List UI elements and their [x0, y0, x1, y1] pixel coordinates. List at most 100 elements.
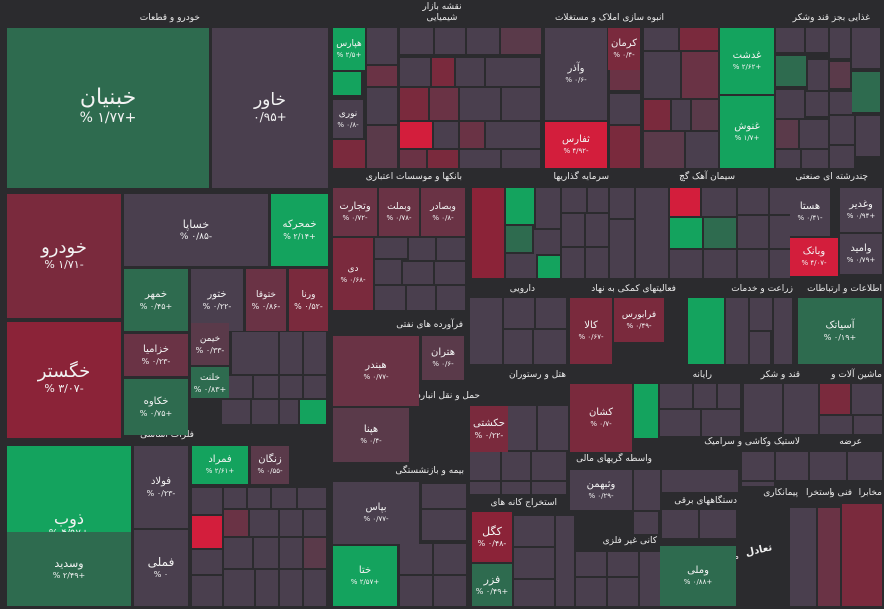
stock-tile[interactable]: [407, 286, 435, 310]
stock-tile[interactable]: [634, 384, 658, 438]
stock-tile[interactable]: [422, 484, 466, 508]
stock-tile[interactable]: [702, 188, 736, 216]
stock-tile[interactable]: [806, 92, 828, 116]
stock-tile[interactable]: [248, 488, 270, 508]
stock-tile[interactable]: [806, 28, 828, 52]
stock-tile[interactable]: وآذر -۰/۶ %: [545, 28, 607, 120]
stock-tile[interactable]: [680, 28, 718, 50]
stock-tile[interactable]: [744, 384, 782, 432]
stock-tile[interactable]: کگل -۰/۴۸ %: [472, 512, 512, 562]
stock-tile[interactable]: وملی +۰/۸۸ %: [660, 546, 736, 606]
stock-tile[interactable]: [634, 512, 658, 534]
stock-tile[interactable]: [818, 508, 840, 606]
stock-tile[interactable]: وبصادر -۰/۸ %: [421, 188, 465, 236]
stock-tile[interactable]: [852, 28, 880, 68]
stock-tile[interactable]: [556, 516, 574, 606]
stock-tile[interactable]: [576, 552, 606, 576]
stock-tile[interactable]: [670, 250, 702, 278]
stock-tile[interactable]: حکشتی -۰/۲۲ %: [470, 406, 508, 452]
stock-tile[interactable]: [506, 406, 536, 450]
stock-tile[interactable]: غنوش +۱/۷ %: [720, 96, 774, 168]
stock-tile[interactable]: [538, 256, 560, 278]
stock-tile[interactable]: فمراد +۲/۶۱ %: [192, 446, 248, 484]
stock-tile[interactable]: [434, 576, 466, 606]
stock-tile[interactable]: [506, 226, 532, 252]
stock-tile[interactable]: [688, 298, 724, 364]
stock-tile[interactable]: خودرو -۱/۷۱ %: [7, 194, 121, 318]
stock-tile[interactable]: [367, 126, 397, 168]
stock-tile[interactable]: [692, 100, 718, 130]
stock-tile[interactable]: [660, 410, 700, 436]
stock-tile[interactable]: وبملت -۰/۷۸ %: [379, 188, 419, 236]
stock-tile[interactable]: [486, 58, 540, 86]
stock-tile[interactable]: [532, 482, 566, 494]
stock-tile[interactable]: [686, 132, 718, 168]
stock-tile[interactable]: [434, 122, 458, 148]
stock-tile[interactable]: [298, 488, 326, 508]
stock-tile[interactable]: [400, 122, 432, 148]
stock-tile[interactable]: [280, 570, 302, 606]
stock-tile[interactable]: [718, 384, 740, 408]
stock-tile[interactable]: [272, 488, 296, 508]
stock-tile[interactable]: [830, 28, 850, 58]
stock-tile[interactable]: [636, 188, 668, 278]
stock-tile[interactable]: [848, 452, 882, 480]
stock-tile[interactable]: [437, 286, 465, 310]
stock-tile[interactable]: [750, 298, 772, 330]
stock-tile[interactable]: [280, 400, 298, 424]
stock-tile[interactable]: [254, 376, 278, 398]
stock-tile[interactable]: [304, 538, 326, 568]
stock-tile[interactable]: [472, 188, 504, 278]
stock-tile[interactable]: [432, 58, 454, 86]
stock-tile[interactable]: [776, 452, 808, 480]
stock-tile[interactable]: [400, 150, 426, 168]
stock-tile[interactable]: [422, 510, 466, 540]
stock-tile[interactable]: [776, 56, 806, 86]
stock-tile[interactable]: [304, 570, 326, 606]
stock-tile[interactable]: [586, 248, 608, 278]
stock-tile[interactable]: [800, 120, 828, 148]
stock-tile[interactable]: وغدیر +۰/۹۴ %: [840, 188, 882, 232]
stock-tile[interactable]: خگستر -۳/۰۷ %: [7, 322, 121, 438]
stock-tile[interactable]: [504, 298, 534, 328]
stock-tile[interactable]: [640, 552, 660, 606]
stock-tile[interactable]: [702, 410, 740, 436]
stock-tile[interactable]: [504, 330, 532, 364]
stock-tile[interactable]: [694, 384, 716, 408]
stock-tile[interactable]: کشان -۰/۷ %: [570, 384, 632, 452]
stock-tile[interactable]: [367, 88, 397, 124]
stock-tile[interactable]: [562, 188, 586, 212]
stock-tile[interactable]: [842, 504, 882, 606]
stock-tile[interactable]: ختوقا -۰/۸۶ %: [246, 269, 286, 331]
stock-tile[interactable]: هپارس +۲/۵ %: [333, 28, 365, 70]
stock-tile[interactable]: [770, 188, 790, 214]
stock-tile[interactable]: [608, 552, 638, 576]
stock-tile[interactable]: [770, 250, 790, 278]
stock-tile[interactable]: ورنا -۰/۵۲ %: [289, 269, 328, 331]
stock-tile[interactable]: [435, 262, 465, 284]
stock-tile[interactable]: خزامیا -۰/۲۳ %: [124, 334, 188, 376]
stock-tile[interactable]: [852, 72, 880, 112]
stock-tile[interactable]: خیمن -۰/۳۳ %: [191, 323, 229, 365]
stock-tile[interactable]: [304, 510, 326, 536]
stock-tile[interactable]: [367, 28, 397, 64]
stock-tile[interactable]: [192, 516, 222, 548]
stock-tile[interactable]: خلنت +۰/۸۳ %: [191, 367, 229, 398]
stock-tile[interactable]: ثفارس -۴/۹۲ %: [545, 122, 607, 168]
stock-tile[interactable]: [506, 188, 534, 224]
stock-tile[interactable]: [192, 576, 222, 606]
stock-tile[interactable]: [608, 578, 638, 606]
stock-tile[interactable]: خمحرکه +۲/۱۴ %: [271, 194, 328, 266]
stock-tile[interactable]: [304, 376, 326, 398]
stock-tile[interactable]: [830, 62, 850, 88]
stock-tile[interactable]: [830, 116, 854, 144]
stock-tile[interactable]: [662, 470, 738, 492]
stock-tile[interactable]: [726, 298, 748, 364]
stock-tile[interactable]: [280, 376, 302, 398]
stock-tile[interactable]: [192, 488, 222, 514]
stock-tile[interactable]: [400, 544, 432, 574]
stock-tile[interactable]: [644, 28, 678, 50]
stock-tile[interactable]: [750, 332, 770, 364]
stock-tile[interactable]: [820, 384, 850, 414]
stock-tile[interactable]: [682, 52, 718, 98]
